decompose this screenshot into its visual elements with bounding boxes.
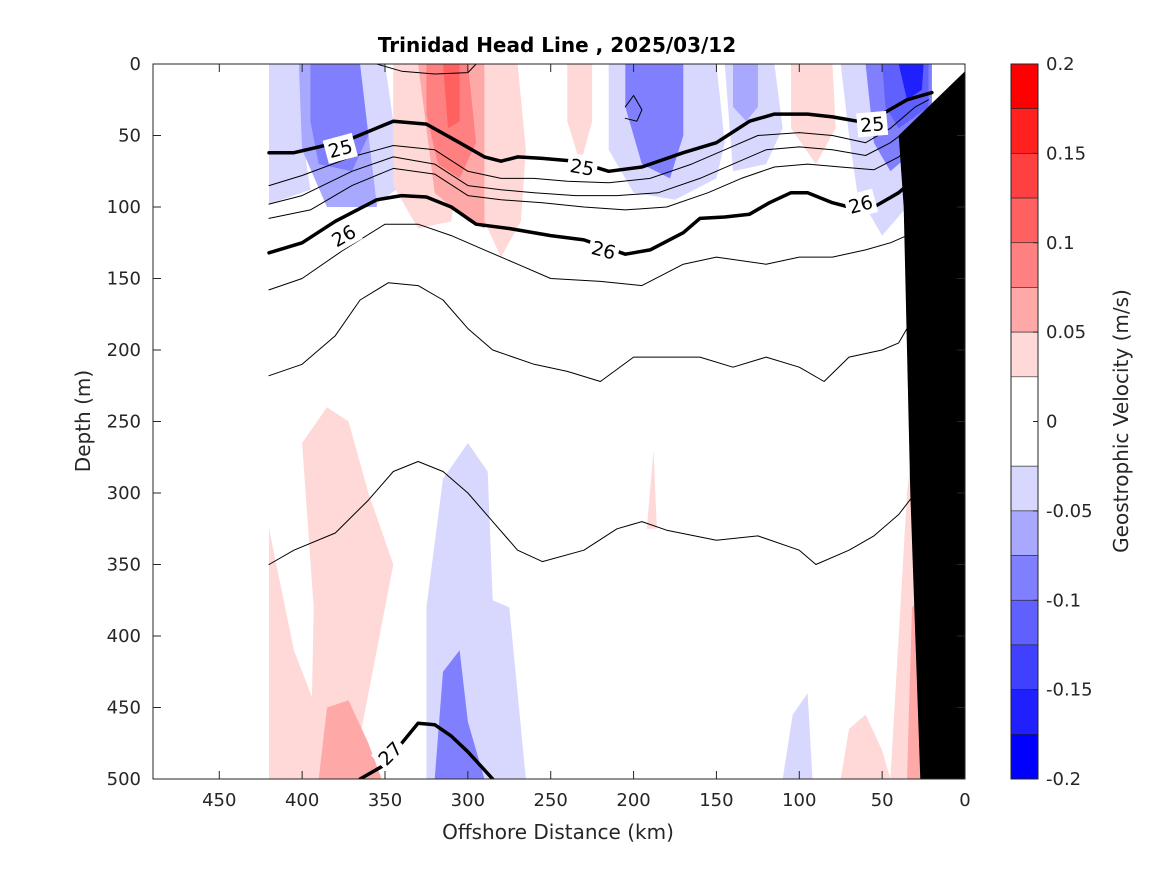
contour-label: 25: [565, 152, 600, 182]
velocity-region: [898, 64, 924, 100]
contour-label-text: 25: [859, 113, 885, 137]
chart-title: Trinidad Head Line , 2025/03/12: [378, 33, 736, 57]
velocity-region: [625, 64, 684, 179]
isopycnal-line: [268, 282, 929, 382]
y-tick-label: 50: [118, 126, 141, 147]
velocity-region: [269, 64, 311, 205]
colorbar-swatch: [1010, 331, 1039, 378]
contour-label-backing: [565, 152, 600, 182]
colorbar-tick-label: -0.1: [1046, 590, 1081, 611]
colorbar-swatch: [1010, 510, 1039, 556]
isopycnal-line: [268, 461, 929, 565]
colorbar-swatch: [1010, 287, 1039, 333]
y-tick-label: 200: [107, 340, 141, 361]
colorbar-swatch: [1010, 599, 1039, 646]
x-tick-label: 250: [534, 790, 568, 811]
x-tick-label: 400: [285, 790, 319, 811]
plot-area: [267, 64, 965, 779]
x-tick-label: 50: [871, 790, 894, 811]
colorbar-swatch: [1010, 689, 1039, 735]
contour-label-text: 25: [568, 155, 596, 181]
velocity-region: [840, 714, 891, 779]
colorbar-swatch: [1010, 465, 1039, 512]
isopycnal-line: [268, 199, 925, 291]
contour-label-backing: [324, 217, 363, 254]
x-axis-label: Offshore Distance (km): [442, 820, 674, 844]
x-tick-label: 100: [782, 790, 816, 811]
velocity-region: [269, 407, 394, 779]
y-axis-label: Depth (m): [71, 370, 95, 472]
colorbar-tick-label: -0.05: [1046, 501, 1093, 522]
colorbar-tick-label: 0.05: [1046, 322, 1086, 343]
colorbar-tick-label: -0.15: [1046, 680, 1093, 701]
velocity-region: [318, 700, 382, 779]
colorbar-swatch: [1010, 197, 1039, 244]
colorbar-tick-label: -0.2: [1046, 769, 1081, 790]
isopycnal-line: [268, 99, 929, 187]
y-tick-label: 150: [107, 269, 141, 290]
contour-label-backing: [370, 734, 410, 773]
y-tick-label: 250: [107, 412, 141, 433]
colorbar-label: Geostrophic Velocity (m/s): [1109, 289, 1133, 553]
x-tick-label: 0: [959, 790, 970, 811]
velocity-region: [434, 650, 485, 779]
isopycnal-line: [624, 95, 643, 122]
colorbar-swatch: [1010, 63, 1039, 109]
velocity-region: [782, 693, 813, 779]
y-tick-label: 100: [107, 197, 141, 218]
contour-label-backing: [586, 234, 622, 266]
colorbar-swatch: [1010, 108, 1039, 154]
y-tick-label: 300: [107, 483, 141, 504]
contour-label-backing: [322, 132, 358, 164]
contour-label-backing: [856, 110, 889, 138]
y-tick-label: 500: [107, 769, 141, 790]
x-tick-label: 150: [699, 790, 733, 811]
velocity-region: [733, 64, 758, 122]
colorbar-tick-label: 0.15: [1046, 143, 1086, 164]
isopycnal-line: [376, 64, 477, 75]
contour-label: 26: [843, 188, 879, 220]
colorbar: 0.2 0.15 0.1 0.05 0 -0.05 -0.1 -0.15 -0.2: [1010, 54, 1093, 790]
y-tick-label: 450: [107, 698, 141, 719]
colorbar-swatch: [1010, 153, 1039, 199]
y-tick-label: 400: [107, 626, 141, 647]
colorbar-swatch: [1010, 555, 1039, 601]
velocity-region: [443, 64, 460, 129]
colorbar-tick-label: 0.1: [1046, 233, 1075, 254]
colorbar-swatch: [1010, 242, 1039, 288]
bathymetry: [898, 71, 965, 779]
y-axis-ticks: 0 50 100 150 200 250 300 350 400 450 500: [107, 54, 965, 790]
contour-label-backing: [843, 188, 879, 220]
colorbar-swatch: [1010, 734, 1039, 780]
y-tick-label: 0: [130, 54, 141, 75]
velocity-region: [567, 64, 593, 165]
colorbar-tick-label: 0: [1046, 412, 1057, 433]
x-tick-label: 450: [202, 790, 236, 811]
x-tick-label: 200: [616, 790, 650, 811]
contour-label: 25: [856, 110, 889, 138]
colorbar-swatch: [1010, 644, 1039, 690]
velocity-region: [646, 450, 657, 529]
isopycnal-line: [268, 113, 929, 205]
colorbar-tick-label: 0.2: [1046, 54, 1075, 75]
x-axis-ticks: 450 400 350 300 250 200 150 100 50 0: [202, 64, 971, 811]
y-tick-label: 350: [107, 555, 141, 576]
isopycnal-line: [268, 127, 929, 219]
x-tick-label: 350: [368, 790, 402, 811]
x-tick-label: 300: [451, 790, 485, 811]
